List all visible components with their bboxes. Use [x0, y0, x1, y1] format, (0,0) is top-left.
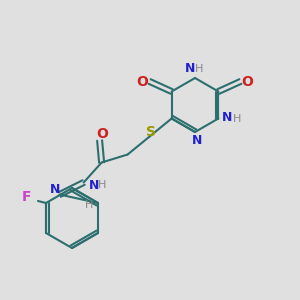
Text: N: N	[185, 62, 195, 76]
Text: H: H	[85, 200, 93, 210]
Text: N: N	[222, 111, 233, 124]
Text: O: O	[97, 127, 109, 140]
Text: H: H	[98, 181, 106, 190]
Text: F: F	[21, 190, 31, 204]
Text: S: S	[146, 124, 156, 139]
Text: N: N	[192, 134, 202, 148]
Text: N: N	[50, 183, 60, 196]
Text: H: H	[195, 64, 203, 74]
Text: O: O	[242, 74, 253, 88]
Text: N: N	[88, 179, 99, 192]
Text: O: O	[137, 74, 148, 88]
Text: H: H	[233, 115, 242, 124]
